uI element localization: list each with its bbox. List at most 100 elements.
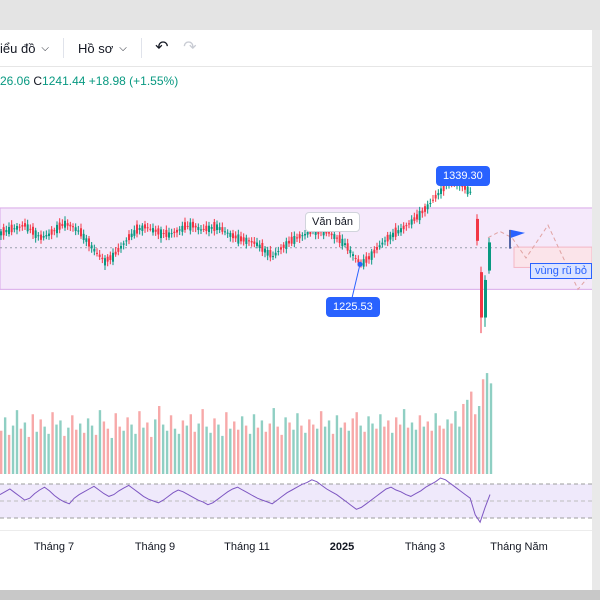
candle-body <box>418 210 421 221</box>
profile-dropdown[interactable]: Hồ sơ ⌵ <box>70 34 135 62</box>
candle-body <box>464 184 466 190</box>
volume-bar <box>304 432 307 474</box>
candle-body <box>392 232 394 238</box>
x-tick: Tháng 7 <box>33 541 75 553</box>
volume-bar <box>398 424 402 474</box>
volume-bar <box>450 423 453 474</box>
volume-bar <box>3 417 7 474</box>
candle-body <box>98 254 101 257</box>
volume-bar <box>363 431 366 474</box>
time-axis[interactable]: Tháng 7 Tháng 9 Tháng 11 2025 Tháng 3 Th… <box>0 530 600 561</box>
volume-bar <box>383 426 386 474</box>
volume-bar <box>434 413 437 474</box>
volume-bar <box>237 429 240 474</box>
volume-bar <box>161 424 165 474</box>
volume-bar <box>130 424 133 474</box>
ohlc-readout: 26.06 C1241.44 +18.98 (+1.55%) <box>0 74 178 88</box>
candle-body <box>429 203 432 205</box>
candle-body <box>114 251 117 255</box>
candle-body <box>162 233 165 235</box>
projection-path <box>487 224 600 291</box>
candle-body <box>146 227 149 229</box>
candle-body <box>64 220 66 228</box>
volume-bar <box>268 423 271 474</box>
high-price-callout[interactable]: 1339.30 <box>436 166 490 186</box>
candle-body <box>160 229 162 239</box>
candle-body <box>328 232 330 234</box>
volume-bar <box>205 426 208 474</box>
text-annotation[interactable]: Văn bản <box>305 212 360 232</box>
volume-bar <box>355 412 358 474</box>
volume-bar <box>438 425 441 474</box>
candle-body <box>85 238 88 242</box>
candle-body <box>0 231 2 236</box>
chart-type-dropdown[interactable]: iểu đồ ⌵ <box>0 34 57 62</box>
candle-body <box>5 230 8 233</box>
volume-bar <box>94 434 98 474</box>
volume-bar <box>102 421 106 474</box>
candle-body <box>242 237 245 242</box>
candle-body <box>168 232 170 238</box>
volume-bar <box>90 425 94 474</box>
volume-bar <box>106 428 110 474</box>
chart-canvas[interactable] <box>0 66 600 530</box>
candle-body <box>389 234 392 240</box>
volume-bar <box>391 432 394 474</box>
candle-body <box>298 234 301 239</box>
candle-body <box>109 255 112 260</box>
candle-body <box>480 272 483 318</box>
candle-body <box>234 235 237 239</box>
volume-bar <box>248 433 252 474</box>
candle-body <box>189 222 192 231</box>
candle-body <box>373 249 376 254</box>
candle-body <box>285 241 288 250</box>
volume-bar <box>225 412 228 474</box>
volume-bar <box>79 423 82 474</box>
candle-body <box>82 233 85 240</box>
volume-bar <box>27 436 31 474</box>
undo-icon[interactable]: ↶ <box>155 39 169 56</box>
volume-bar <box>244 425 248 474</box>
volume-bar <box>319 411 323 474</box>
candle-body <box>330 233 333 236</box>
candle-body <box>400 228 402 233</box>
candle-body <box>106 256 109 262</box>
candle-body <box>90 245 93 249</box>
volume-bar <box>260 420 264 474</box>
volume-bar <box>288 422 291 474</box>
volume-bar <box>39 419 42 474</box>
candle-body <box>341 238 344 247</box>
volume-bar <box>43 426 46 474</box>
candle-body <box>426 204 429 210</box>
candle-body <box>250 240 253 243</box>
redo-icon[interactable]: ↷ <box>183 39 197 56</box>
volume-bar <box>146 422 149 474</box>
candle-body <box>192 221 194 228</box>
volume-bar <box>11 425 15 474</box>
candle-body <box>370 251 373 260</box>
volume-bar <box>308 419 311 474</box>
volume-bar <box>418 415 422 474</box>
candle-body <box>346 243 349 251</box>
low-price-callout[interactable]: 1225.53 <box>326 297 380 317</box>
candle-body <box>88 238 90 247</box>
volume-bar <box>371 423 374 474</box>
volume-bar <box>154 419 157 474</box>
candle-body <box>141 225 144 231</box>
shakeout-zone-label[interactable]: vùng rũ bỏ <box>530 263 592 279</box>
candle-body <box>322 229 325 236</box>
volume-bar <box>430 430 433 474</box>
volume-bar <box>63 435 66 474</box>
candle-body <box>56 224 58 234</box>
volume-bar <box>165 430 169 474</box>
volume-bar <box>118 426 121 474</box>
volume-bar <box>134 433 137 474</box>
candle-body <box>224 231 226 233</box>
candle-body <box>421 210 424 214</box>
candle-body <box>352 254 354 256</box>
chevron-down-icon: ⌵ <box>119 42 127 54</box>
volume-bar <box>197 423 200 474</box>
volume-bar <box>177 433 181 474</box>
volume-bar <box>185 425 189 474</box>
